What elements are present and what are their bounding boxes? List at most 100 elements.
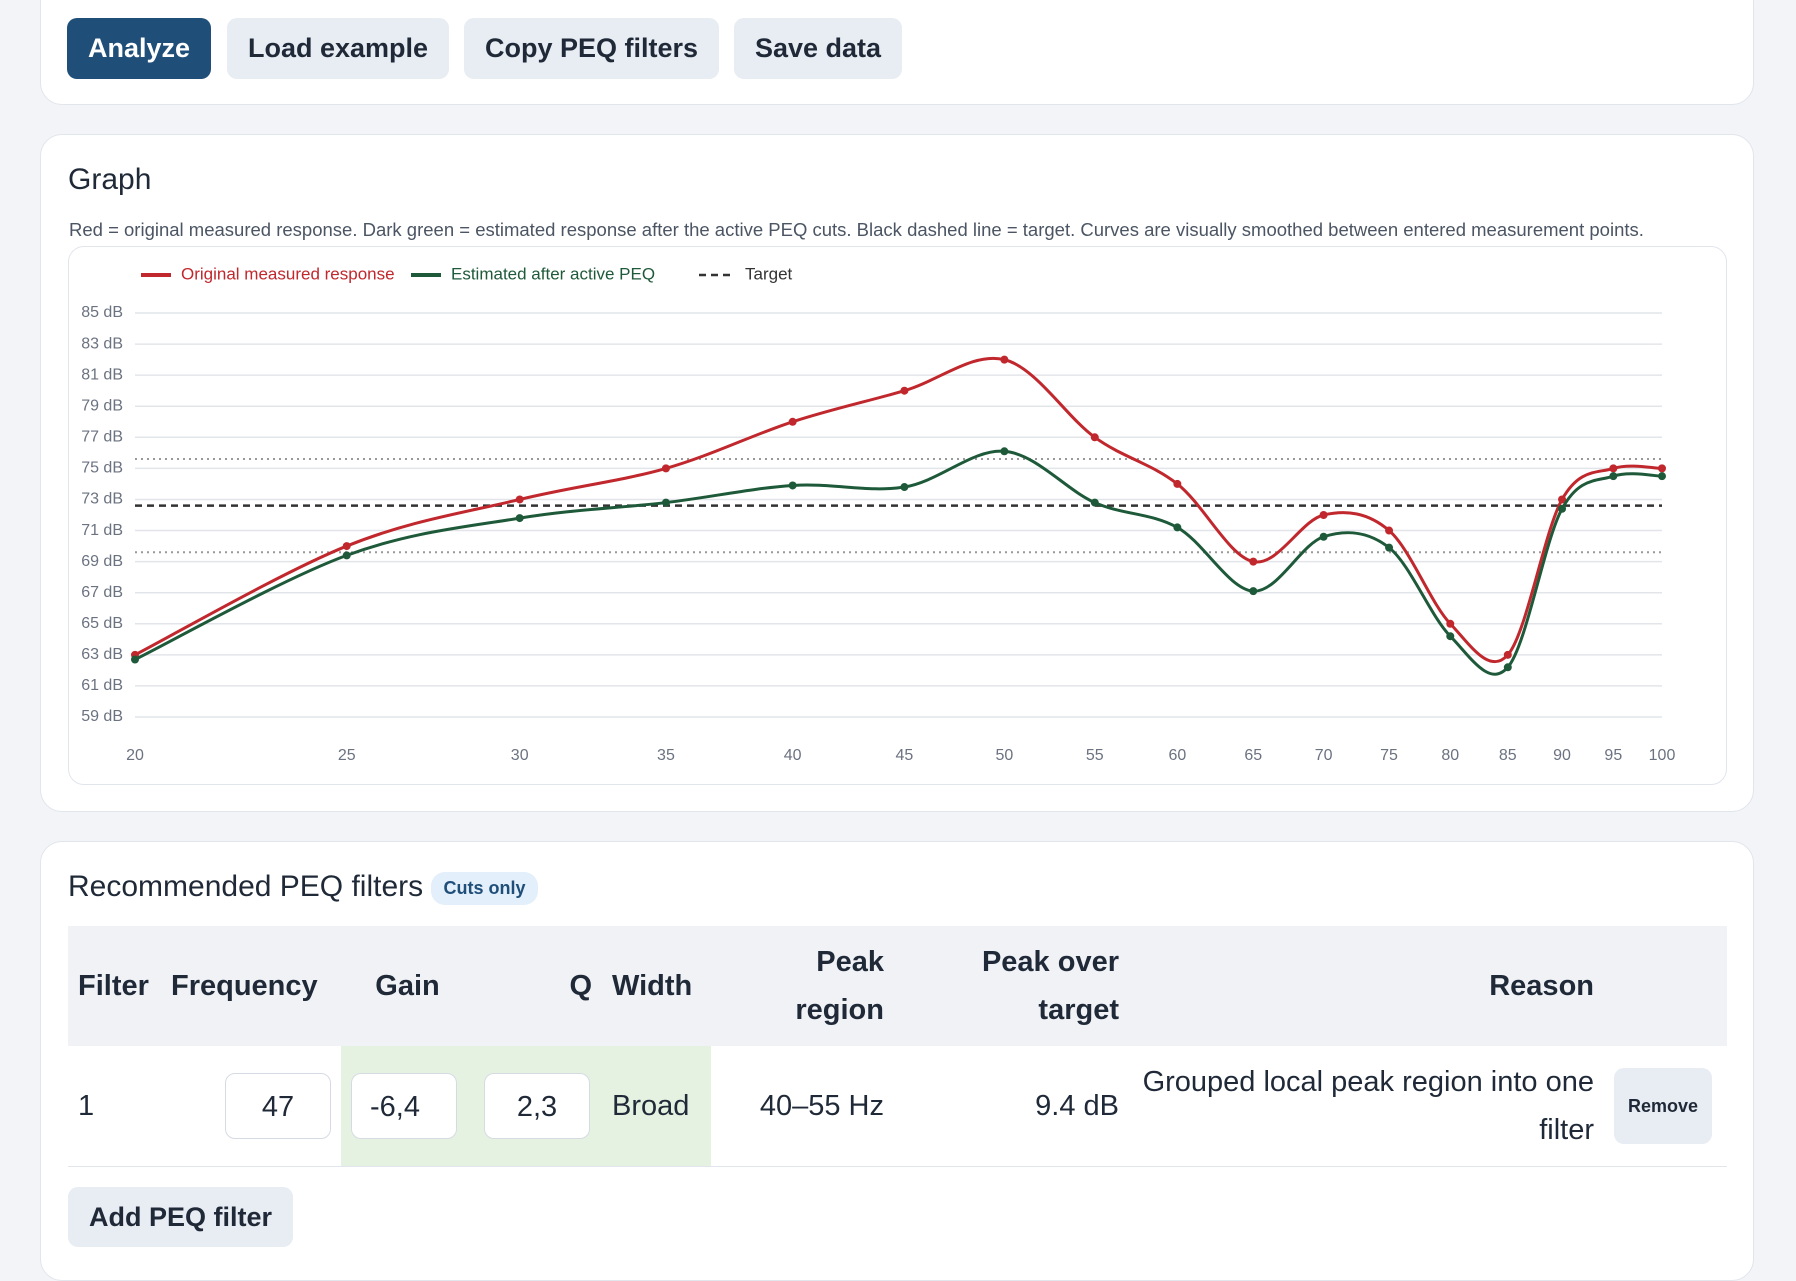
data-point xyxy=(1609,472,1618,481)
data-point xyxy=(1249,587,1258,596)
cell: 1 xyxy=(68,1046,161,1167)
y-tick-label: 61 dB xyxy=(81,677,123,694)
cell: 9.4 dB xyxy=(894,1046,1129,1167)
data-point xyxy=(788,481,797,490)
header-cell: Filter xyxy=(68,926,161,1046)
data-point xyxy=(1558,504,1567,513)
x-tick-label: 60 xyxy=(1168,747,1186,764)
data-point xyxy=(1609,464,1618,473)
data-point xyxy=(661,464,670,473)
x-tick-label: 70 xyxy=(1315,747,1333,764)
header-cell: Peak region xyxy=(711,926,894,1046)
header-cell: Width xyxy=(602,926,711,1046)
page: Analyze Load example Copy PEQ filters Sa… xyxy=(40,0,1754,1281)
data-point xyxy=(1503,650,1512,659)
load-example-button[interactable]: Load example xyxy=(227,18,449,79)
gain-input[interactable]: -6,4 xyxy=(351,1073,457,1139)
peq-table: Filter Frequency Gain Q Width Peak regio… xyxy=(68,926,1727,1167)
graph-note: Red = original measured response. Dark g… xyxy=(69,219,1644,240)
series-line xyxy=(134,449,1663,676)
data-point xyxy=(900,386,909,395)
data-point xyxy=(1319,532,1328,541)
cell: 40–55 Hz xyxy=(711,1046,894,1167)
data-point xyxy=(1173,523,1182,532)
remove-button[interactable]: Remove xyxy=(1614,1068,1713,1144)
data-point xyxy=(1558,495,1567,504)
data-point xyxy=(1319,511,1328,519)
data-point xyxy=(1090,498,1099,507)
data-point xyxy=(661,498,670,507)
data-point xyxy=(1385,543,1394,552)
chart-box: 59 dB 61 dB 63 dB 65 dB 67 dB 69 dB 71 dB 73 dB… xyxy=(68,246,1727,785)
legend-label: Target xyxy=(745,264,793,283)
data-point xyxy=(1503,663,1512,672)
analyze-button[interactable]: Analyze xyxy=(67,18,211,79)
x-tick-label: 25 xyxy=(338,747,356,764)
x-tick-label: 85 xyxy=(1499,747,1517,764)
x-tick-label: 30 xyxy=(511,747,529,764)
badge: Cuts only xyxy=(431,871,538,905)
add-filter-button[interactable]: Add PEQ filter xyxy=(68,1187,293,1247)
y-tick-label: 67 dB xyxy=(81,584,123,601)
x-tick-label: 95 xyxy=(1604,747,1622,764)
toolbar-card: Analyze Load example Copy PEQ filters Sa… xyxy=(40,0,1754,105)
x-tick-label: 75 xyxy=(1380,747,1398,764)
cell: 2,3 xyxy=(474,1046,602,1167)
data-point xyxy=(515,495,524,504)
x-tick-label: 90 xyxy=(1553,747,1571,764)
data-point xyxy=(1446,632,1455,641)
y-tick-label: 59 dB xyxy=(81,708,123,725)
data-point xyxy=(1446,619,1455,628)
cell: -6,4 xyxy=(341,1046,474,1167)
filter-row: 1 47 -6,4 2,3 Broad 40–55 Hz 9.4 dB Grou… xyxy=(68,1046,1727,1167)
legend-label: Estimated after active PEQ xyxy=(451,264,655,283)
copy-peq-button[interactable]: Copy PEQ filters xyxy=(464,18,719,79)
header-cell: Gain xyxy=(341,926,474,1046)
data-point xyxy=(1658,472,1666,481)
graph-card: Graph Red = original measured response. … xyxy=(40,134,1754,812)
header-row: Filter Frequency Gain Q Width Peak regio… xyxy=(68,926,1727,1046)
peq-title: Recommended PEQ filters xyxy=(68,870,424,903)
x-tick-label: 100 xyxy=(1649,747,1676,764)
graph-title: Graph xyxy=(68,163,152,196)
cell: Grouped local peak region into one filte… xyxy=(1129,1046,1604,1167)
cell: Remove xyxy=(1604,1046,1727,1167)
header-cell: Frequency xyxy=(161,926,341,1046)
x-tick-label: 65 xyxy=(1244,747,1262,764)
y-tick-label: 65 dB xyxy=(81,615,123,632)
data-point xyxy=(900,483,909,492)
series-line xyxy=(134,356,1663,664)
data-point xyxy=(342,551,351,560)
legend-label: Original measured response xyxy=(181,264,395,283)
data-point xyxy=(1090,433,1099,442)
x-tick-label: 50 xyxy=(995,747,1013,764)
data-point xyxy=(515,514,524,523)
y-tick-label: 73 dB xyxy=(81,491,123,508)
x-tick-label: 40 xyxy=(784,747,802,764)
header-cell: Reason xyxy=(1129,926,1604,1046)
data-point xyxy=(788,417,797,426)
header-cell xyxy=(1604,926,1727,1046)
header-cell: Q xyxy=(474,926,602,1046)
data-point xyxy=(1173,479,1182,488)
y-tick-label: 69 dB xyxy=(81,553,123,570)
y-tick-label: 81 dB xyxy=(81,366,123,383)
cell: Broad xyxy=(602,1046,711,1167)
data-point xyxy=(131,655,139,664)
peq-heading: Recommended PEQ filters Cuts only xyxy=(68,870,538,905)
y-tick-label: 77 dB xyxy=(81,429,123,446)
chart: 59 dB 61 dB 63 dB 65 dB 67 dB 69 dB 71 dB 73 dB… xyxy=(81,264,1676,764)
save-data-button[interactable]: Save data xyxy=(734,18,902,79)
x-tick-label: 55 xyxy=(1086,747,1104,764)
data-point xyxy=(342,542,351,551)
frequency-input[interactable]: 47 xyxy=(225,1073,331,1139)
header-cell: Peak over target xyxy=(894,926,1129,1046)
data-point xyxy=(1000,447,1009,456)
data-point xyxy=(1385,526,1394,535)
peq-card: Recommended PEQ filters Cuts only Filter… xyxy=(40,841,1754,1281)
y-tick-label: 71 dB xyxy=(81,522,123,539)
x-tick-label: 80 xyxy=(1441,747,1459,764)
y-tick-label: 79 dB xyxy=(81,397,123,414)
y-tick-label: 85 dB xyxy=(81,304,123,321)
q-input[interactable]: 2,3 xyxy=(484,1073,590,1139)
